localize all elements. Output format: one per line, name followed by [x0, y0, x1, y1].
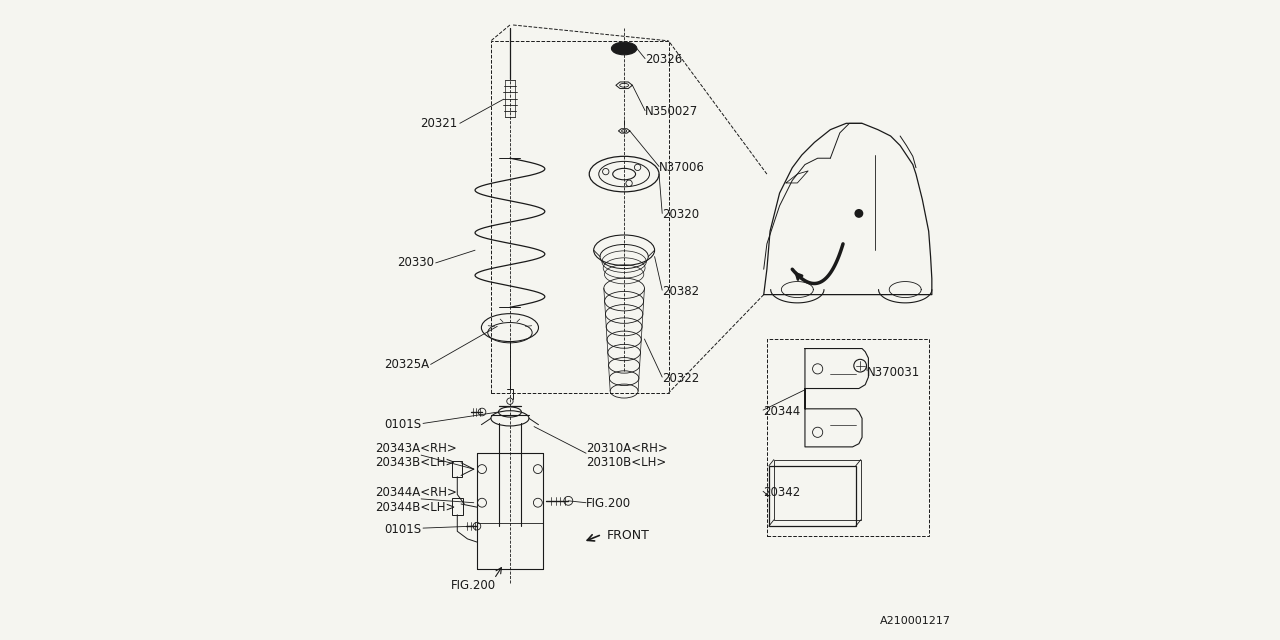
Text: 20344A<RH>: 20344A<RH> — [375, 486, 457, 499]
Text: 20330: 20330 — [397, 257, 434, 269]
Text: FIG.200: FIG.200 — [586, 497, 631, 511]
Text: 20310B<LH>: 20310B<LH> — [586, 456, 667, 469]
Bar — [769, 466, 856, 526]
Text: N37006: N37006 — [659, 161, 705, 174]
Text: 20382: 20382 — [662, 285, 699, 298]
Text: 20326: 20326 — [645, 53, 682, 67]
Text: 0101S: 0101S — [384, 523, 421, 536]
Text: FRONT: FRONT — [607, 529, 650, 542]
Bar — [774, 460, 860, 520]
Bar — [767, 339, 929, 536]
Bar — [452, 498, 463, 515]
Text: A210001217: A210001217 — [879, 616, 951, 627]
Text: FIG.200: FIG.200 — [451, 579, 495, 592]
Text: 20310A<RH>: 20310A<RH> — [586, 442, 668, 454]
Bar — [492, 41, 668, 393]
Text: 20342: 20342 — [763, 486, 800, 499]
Text: 20322: 20322 — [662, 372, 699, 385]
Text: 20320: 20320 — [662, 208, 699, 221]
Text: 20343B<LH>: 20343B<LH> — [375, 456, 456, 469]
Text: 20344B<LH>: 20344B<LH> — [375, 500, 456, 514]
Text: 0101S: 0101S — [384, 418, 421, 431]
Circle shape — [855, 209, 863, 218]
Text: 20325A: 20325A — [384, 358, 429, 371]
Bar — [452, 461, 462, 477]
Text: N370031: N370031 — [867, 365, 920, 378]
Ellipse shape — [612, 42, 637, 55]
Text: 20321: 20321 — [420, 117, 457, 130]
Text: 20344: 20344 — [763, 406, 800, 419]
Text: N350027: N350027 — [645, 106, 699, 118]
Text: 20343A<RH>: 20343A<RH> — [375, 442, 457, 454]
